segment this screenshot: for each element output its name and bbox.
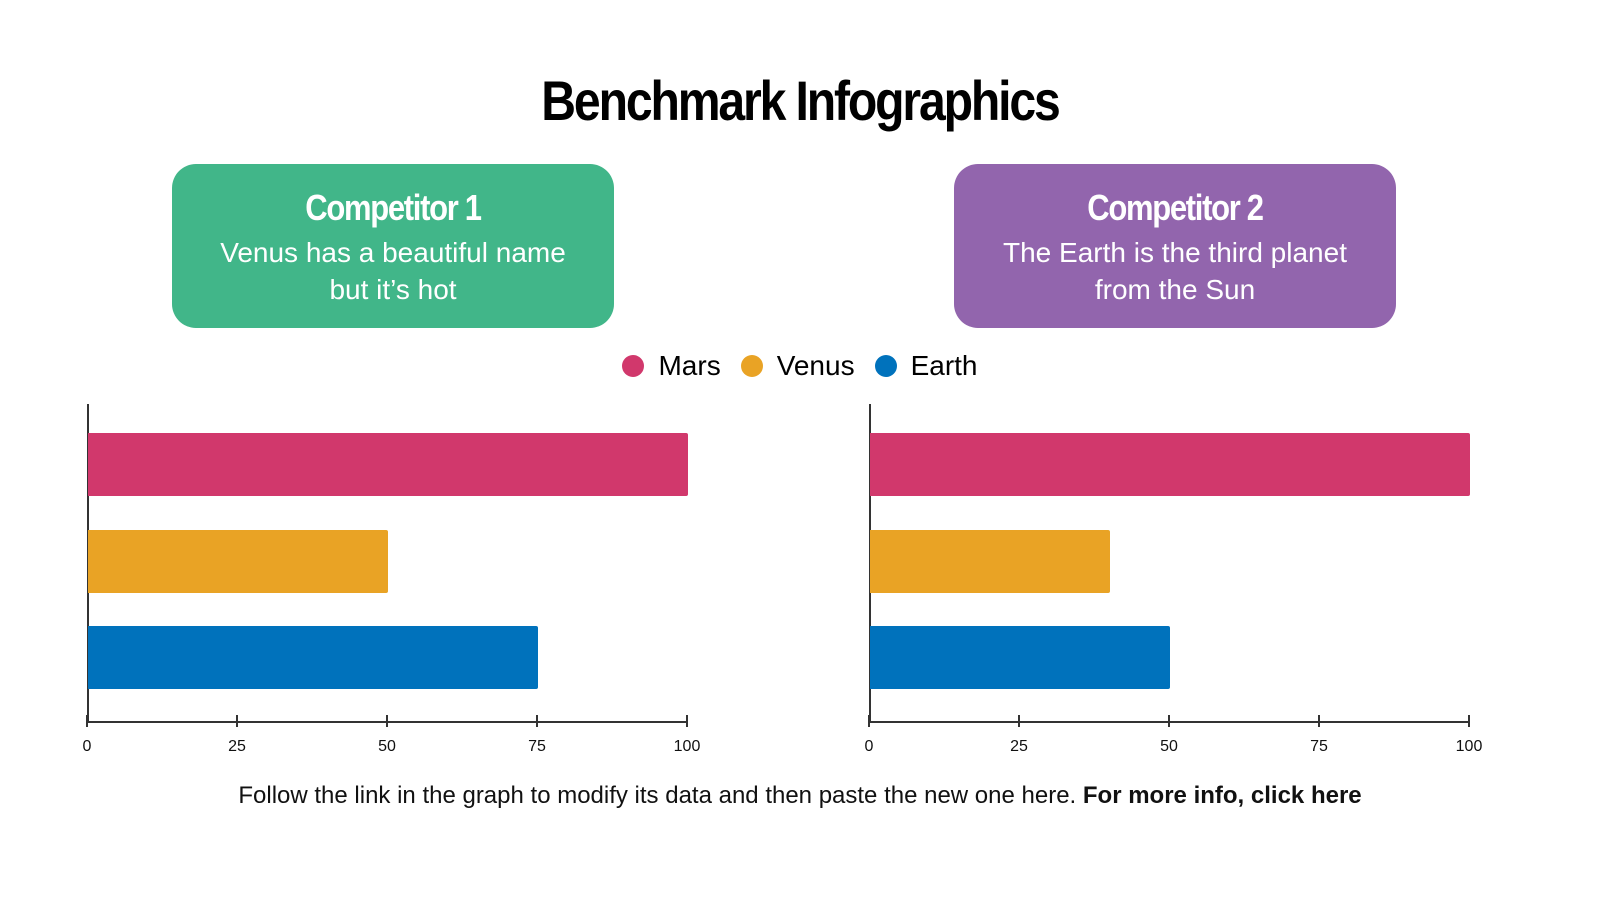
legend-item-venus: Venus (740, 350, 855, 382)
x-tick-label: 75 (1310, 738, 1328, 755)
legend-item-mars: Mars (622, 350, 721, 382)
x-tick-label: 0 (82, 738, 92, 755)
x-tick-mark (86, 715, 88, 727)
x-tick-mark (1168, 715, 1170, 727)
legend-label: Venus (776, 350, 855, 381)
x-tick-mark (1318, 715, 1320, 727)
footer-text: Follow the link in the graph to modify i… (238, 782, 1077, 809)
circle-dot-icon (740, 355, 763, 377)
page-title: Benchmark Infographics (541, 69, 1061, 132)
competitor-2-bar-chart[interactable]: 0 25 50 75 100 (865, 404, 1509, 764)
x-tick-mark (1468, 715, 1470, 727)
x-tick-label: 50 (1160, 738, 1178, 755)
chart-legend: Mars Venus Earth (0, 350, 1600, 382)
bar-venus (88, 530, 388, 593)
footer-note: Follow the link in the graph to modify i… (0, 782, 1600, 810)
competitor-1-card: Competitor 1 Venus has a beautiful name … (172, 164, 614, 328)
legend-label: Earth (910, 350, 978, 381)
x-tick-label: 25 (228, 738, 246, 755)
bar-mars (88, 433, 688, 496)
x-tick-mark (536, 715, 538, 727)
x-tick-mark (236, 715, 238, 727)
x-tick-label: 100 (673, 738, 701, 755)
more-info-link[interactable]: For more info, click here (1082, 782, 1362, 809)
competitor-1-title: Competitor 1 (305, 187, 482, 228)
bar-mars (870, 433, 1470, 496)
competitor-2-title: Competitor 2 (1087, 187, 1264, 228)
bar-earth (870, 626, 1170, 689)
x-tick-mark (686, 715, 688, 727)
competitor-1-description: Venus has a beautiful name but it’s hot (220, 237, 566, 305)
circle-dot-icon (874, 355, 897, 377)
x-tick-label: 25 (1010, 738, 1028, 755)
bar-venus (870, 530, 1110, 593)
competitor-2-card: Competitor 2 The Earth is the third plan… (954, 164, 1396, 328)
competitor-1-bar-chart[interactable]: 0 25 50 75 100 (83, 404, 727, 764)
x-tick-mark (868, 715, 870, 727)
x-tick-mark (1018, 715, 1020, 727)
competitor-2-description: The Earth is the third planet from the S… (1003, 237, 1347, 305)
legend-label: Mars (658, 350, 721, 381)
x-tick-label: 0 (864, 738, 874, 755)
x-tick-label: 75 (528, 738, 546, 755)
bar-earth (88, 626, 538, 689)
x-tick-mark (386, 715, 388, 727)
circle-dot-icon (622, 355, 645, 377)
x-tick-label: 100 (1455, 738, 1483, 755)
x-tick-label: 50 (378, 738, 396, 755)
legend-item-earth: Earth (874, 350, 978, 382)
